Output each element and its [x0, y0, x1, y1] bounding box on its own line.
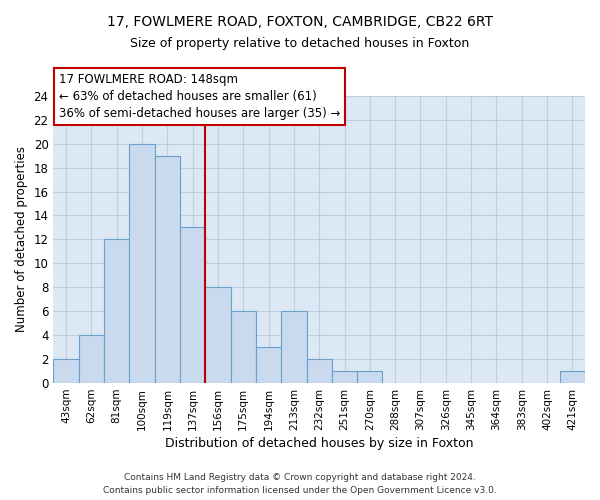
Bar — [307, 359, 332, 383]
X-axis label: Distribution of detached houses by size in Foxton: Distribution of detached houses by size … — [165, 437, 473, 450]
Bar — [205, 288, 230, 383]
Text: Size of property relative to detached houses in Foxton: Size of property relative to detached ho… — [130, 38, 470, 51]
Y-axis label: Number of detached properties: Number of detached properties — [15, 146, 28, 332]
Bar — [560, 371, 585, 383]
Bar — [332, 371, 357, 383]
Bar — [256, 347, 281, 383]
Bar — [281, 312, 307, 383]
Bar — [155, 156, 180, 383]
Bar — [104, 240, 130, 383]
Text: 17, FOWLMERE ROAD, FOXTON, CAMBRIDGE, CB22 6RT: 17, FOWLMERE ROAD, FOXTON, CAMBRIDGE, CB… — [107, 15, 493, 29]
Text: 17 FOWLMERE ROAD: 148sqm
← 63% of detached houses are smaller (61)
36% of semi-d: 17 FOWLMERE ROAD: 148sqm ← 63% of detach… — [59, 73, 340, 120]
Bar — [130, 144, 155, 383]
Bar — [79, 335, 104, 383]
Bar — [230, 312, 256, 383]
Bar — [357, 371, 382, 383]
Text: Contains HM Land Registry data © Crown copyright and database right 2024.
Contai: Contains HM Land Registry data © Crown c… — [103, 473, 497, 495]
Bar — [53, 359, 79, 383]
Bar — [180, 228, 205, 383]
